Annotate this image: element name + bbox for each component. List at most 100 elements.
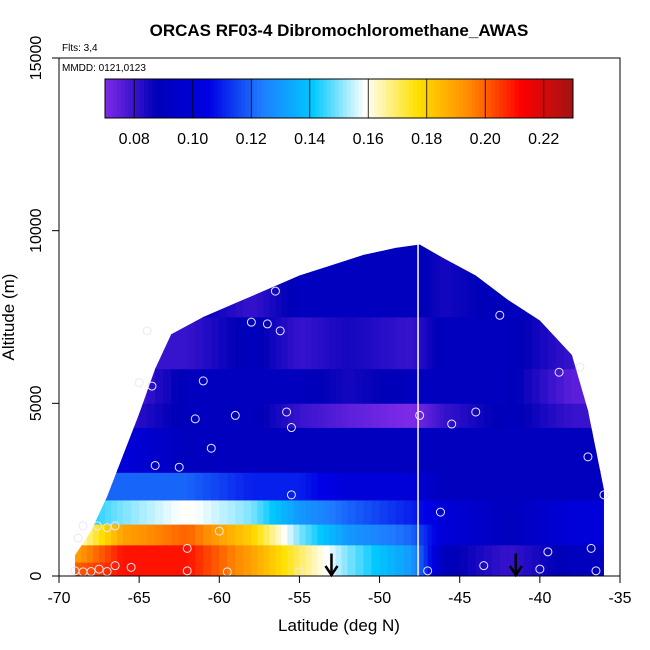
field-cell xyxy=(499,244,509,318)
field-cell xyxy=(443,427,453,473)
field-cell xyxy=(75,472,82,501)
sample-point xyxy=(126,562,136,572)
field-cell xyxy=(263,472,270,501)
field-cell xyxy=(155,562,164,577)
field-cell xyxy=(93,244,100,318)
field-cell xyxy=(403,427,413,473)
field-cell xyxy=(299,403,307,428)
colorbar-swatch xyxy=(140,79,145,118)
field-cell xyxy=(467,562,477,577)
colorbar-swatch xyxy=(105,79,110,118)
field-cell xyxy=(257,244,264,318)
field-cell xyxy=(123,368,132,404)
field-cell xyxy=(475,244,485,318)
field-cell xyxy=(571,524,577,546)
colorbar-swatch xyxy=(245,79,250,118)
field-cell xyxy=(341,403,349,428)
field-cell xyxy=(547,472,557,501)
field-cell xyxy=(305,368,313,404)
flight-arrow xyxy=(508,553,523,578)
field-cell xyxy=(219,403,228,428)
field-cell xyxy=(187,524,196,546)
colorbar-swatch xyxy=(459,79,465,118)
field-cell xyxy=(227,368,236,404)
colorbar-swatch xyxy=(183,79,188,118)
field-cell xyxy=(111,562,118,577)
sample-point xyxy=(142,326,152,336)
field-cell xyxy=(387,368,397,404)
field-cell xyxy=(475,427,485,473)
field-cell xyxy=(335,472,343,501)
field-cell xyxy=(341,368,349,404)
field-cell xyxy=(111,500,118,525)
field-cell xyxy=(257,427,264,473)
colorbar-swatch xyxy=(179,79,184,118)
field-cell xyxy=(579,368,585,404)
field-cell xyxy=(583,524,589,546)
field-cell xyxy=(227,317,236,370)
field-cell xyxy=(305,562,313,577)
field-cell xyxy=(111,317,118,370)
field-cell xyxy=(323,500,331,525)
field-cell xyxy=(547,403,557,428)
field-cell xyxy=(439,403,445,428)
field-cell xyxy=(341,562,349,577)
field-cell xyxy=(435,544,441,563)
field-cell xyxy=(93,472,100,501)
sample-point xyxy=(415,410,425,420)
field-cell xyxy=(427,317,433,370)
field-cell xyxy=(571,562,577,577)
field-cell xyxy=(155,500,164,525)
field-cell xyxy=(467,244,477,318)
field-cell xyxy=(563,562,573,577)
field-cell xyxy=(111,403,118,428)
field-cell xyxy=(363,403,373,428)
field-cell xyxy=(451,524,461,546)
colorbar-swatch xyxy=(549,79,554,118)
field-cell xyxy=(99,403,106,428)
field-cell xyxy=(219,500,228,525)
field-cell xyxy=(599,562,604,577)
field-cell xyxy=(263,500,270,525)
field-cell xyxy=(219,472,228,501)
field-cell xyxy=(81,472,88,501)
field-cell xyxy=(251,524,258,546)
field-cell xyxy=(491,544,501,563)
colorbar-swatch xyxy=(120,79,125,118)
field-cell xyxy=(305,244,313,318)
field-cell xyxy=(269,368,276,404)
field-cell xyxy=(235,427,244,473)
field-cell xyxy=(571,472,577,501)
field-cell xyxy=(483,500,493,525)
colorbar-swatch xyxy=(327,79,332,118)
field-cell xyxy=(575,368,581,404)
field-cell xyxy=(299,427,307,473)
field-cell xyxy=(507,544,517,563)
field-cell xyxy=(99,500,106,525)
field-cell xyxy=(81,368,88,404)
field-cell xyxy=(203,544,212,563)
field-cell xyxy=(499,472,509,501)
colorbar-swatch xyxy=(163,79,168,118)
field-cell xyxy=(423,427,429,473)
field-cell xyxy=(395,472,405,501)
field-cell xyxy=(281,472,289,501)
field-cell xyxy=(467,368,477,404)
field-cell xyxy=(139,427,148,473)
field-cell xyxy=(347,524,357,546)
field-cell xyxy=(555,427,565,473)
field-cell xyxy=(395,524,405,546)
colorbar-swatch xyxy=(225,79,231,118)
field-cell xyxy=(451,427,461,473)
field-cell xyxy=(435,500,441,525)
field-cell xyxy=(451,544,461,563)
field-cell xyxy=(575,544,581,563)
field-cell xyxy=(87,317,94,370)
field-cell xyxy=(281,427,289,473)
sample-point xyxy=(190,414,200,424)
field-cell xyxy=(599,524,604,546)
field-cell xyxy=(547,427,557,473)
field-cell xyxy=(439,427,445,473)
colorbar-swatch xyxy=(253,79,258,118)
field-cell xyxy=(81,403,88,428)
